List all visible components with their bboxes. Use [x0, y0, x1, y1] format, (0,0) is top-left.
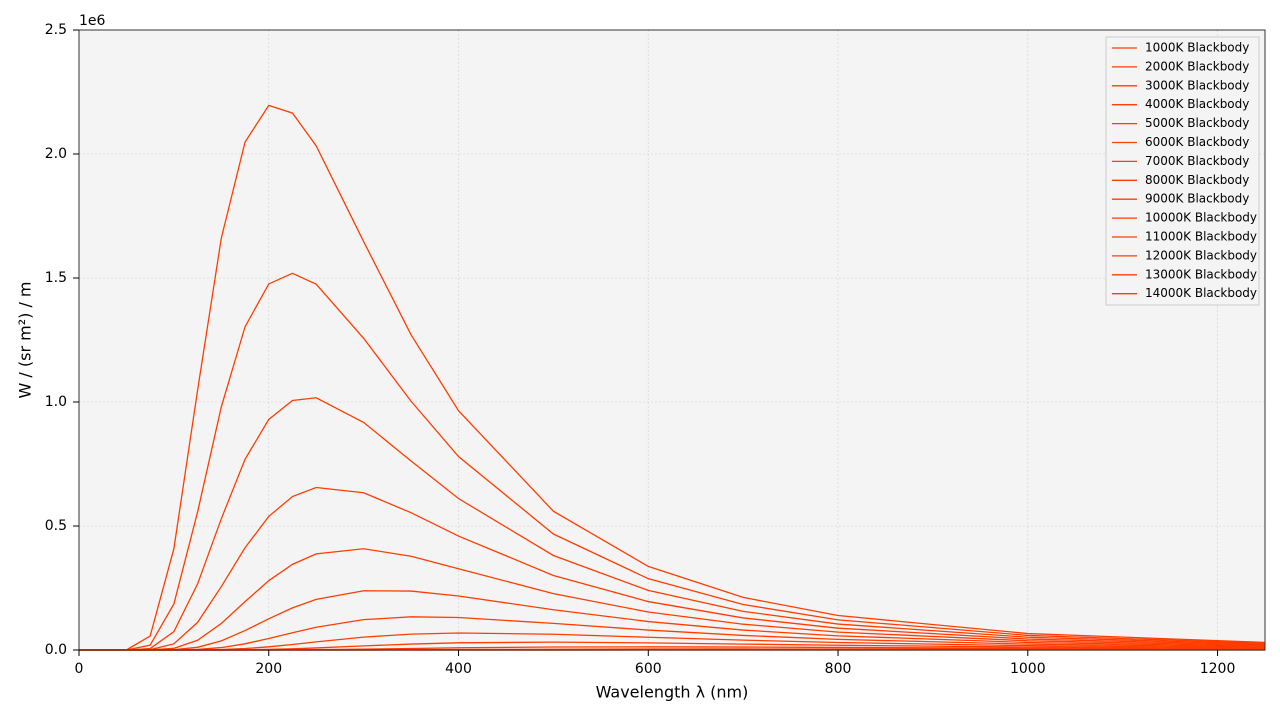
legend-label: 11000K Blackbody: [1145, 230, 1257, 244]
series-line: [78, 104, 1266, 651]
legend-label: 7000K Blackbody: [1145, 154, 1249, 168]
legend-label: 6000K Blackbody: [1145, 135, 1249, 149]
x-tick-label: 400: [445, 661, 472, 677]
x-tick-label: 1200: [1200, 661, 1236, 677]
y-tick-label: 0.5: [45, 518, 67, 534]
legend-label: 1000K Blackbody: [1145, 41, 1249, 55]
x-axis-label: Wavelength λ (nm): [596, 683, 749, 702]
legend: [1105, 36, 1260, 306]
y-tick-label: 2.0: [45, 146, 67, 162]
y-offset-label: 1e6: [79, 13, 106, 29]
legend-label: 14000K Blackbody: [1145, 286, 1257, 300]
series-line: [79, 486, 1266, 651]
x-tick-label: 1000: [1010, 661, 1046, 677]
x-tick-label: 0: [75, 661, 84, 677]
x-tick-label: 200: [255, 661, 282, 677]
legend-label: 8000K Blackbody: [1145, 173, 1249, 187]
plot-frame: [78, 29, 1266, 651]
legend-label: 5000K Blackbody: [1145, 116, 1249, 130]
y-tick-label: 1.0: [45, 394, 67, 410]
x-tick-label: 600: [635, 661, 662, 677]
y-tick-label: 0.0: [45, 642, 67, 658]
legend-label: 13000K Blackbody: [1145, 267, 1257, 281]
x-tick-label: 800: [825, 661, 852, 677]
series-line: [78, 272, 1266, 651]
legend-label: 2000K Blackbody: [1145, 59, 1249, 73]
y-tick-label: 2.5: [45, 22, 67, 38]
legend-label: 10000K Blackbody: [1145, 211, 1257, 225]
series-line: [79, 548, 1266, 651]
legend-label: 4000K Blackbody: [1145, 97, 1249, 111]
y-axis-label: W / (sr m²) / m: [16, 281, 35, 398]
plot-area: [79, 30, 1265, 650]
series-line: [79, 397, 1266, 651]
legend-label: 3000K Blackbody: [1145, 78, 1249, 92]
axes: 0 200 400 600 800 1000 1200 0.0 0.5 1.0 1.5 2.0 2.5 1…: [45, 22, 1257, 677]
y-tick-label: 1.5: [45, 270, 67, 286]
legend-label: 9000K Blackbody: [1145, 192, 1249, 206]
legend-label: 12000K Blackbody: [1145, 248, 1257, 262]
